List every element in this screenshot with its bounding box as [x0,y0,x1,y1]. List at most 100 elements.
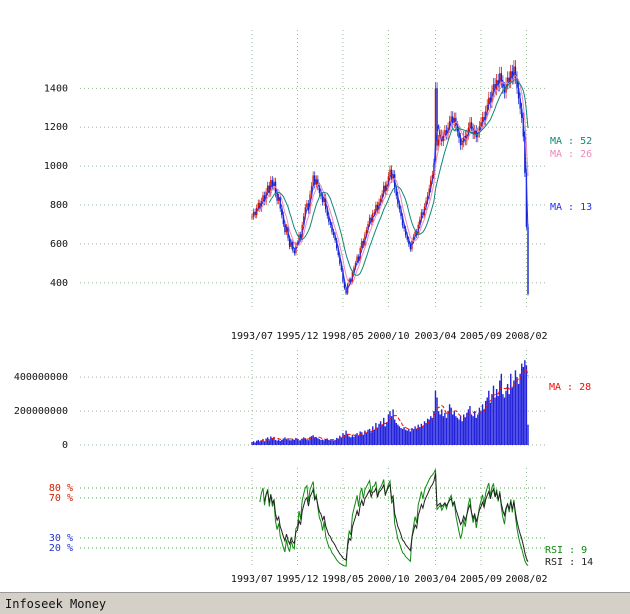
candle-body [517,87,520,99]
volume-bar [328,439,330,445]
candle-body [492,84,495,92]
x-tick-label-top: 2005/09 [460,331,502,342]
volume-bar [386,422,388,445]
candle-body [434,88,437,164]
volume-bar [375,422,377,445]
volume-bar [274,439,277,445]
volume-bar [293,439,296,445]
volume-bar [343,434,346,445]
candle-body [379,198,382,203]
volume-bar [340,437,343,445]
candle-body [403,225,405,229]
volume-bar [387,414,390,445]
volume-bar [511,387,514,445]
candle-body [282,215,285,225]
candle-body [293,250,296,254]
candle-body [506,77,509,84]
volume-bar [516,377,518,445]
volume-bar [379,421,382,445]
candle-body [516,77,518,88]
volume-bar [494,397,496,445]
candle-body [426,195,429,201]
volume-bar [376,428,379,445]
volume-bar [480,411,482,445]
volume-bar [354,434,357,445]
candle-body [431,174,434,181]
candle-body [303,216,305,225]
volume-bar [477,414,479,445]
volume-bar [384,426,386,445]
ma-legend: MA : 26 [550,149,592,160]
volume-bar [455,416,457,445]
volume-bar [394,419,396,445]
candle-body [524,136,526,173]
volume-bar [314,437,316,445]
volume-bar [351,435,354,445]
price-y-tick-label: 400 [50,278,68,289]
candle-body [362,240,365,246]
volume-bar [279,440,281,445]
candle-body [306,203,308,208]
candle-body [489,97,492,103]
volume-bar [439,414,441,445]
x-tick-label-bottom: 2005/09 [460,574,502,585]
candle-body [361,240,363,249]
candle-body [390,169,393,179]
ma-line [259,74,529,286]
volume-bar [434,390,437,445]
volume-bar [403,427,405,445]
volume-bar [350,437,352,445]
x-tick-label-bottom: 1995/12 [276,574,318,585]
volume-bar [414,426,416,445]
volume-bar [466,412,468,445]
volume-bar [381,424,383,445]
volume-bar [390,416,393,445]
x-tick-label-top: 2008/02 [505,331,547,342]
volume-bar [270,436,272,445]
candle-body [345,288,347,294]
volume-bar [378,423,380,445]
candle-body [488,97,490,105]
volume-bar [370,432,372,445]
volume-bar [299,440,302,445]
candle-body [304,207,307,217]
volume-bar [500,373,503,445]
volume-bar [441,409,443,445]
volume-bar [419,427,421,445]
candle-body [299,234,302,240]
candle-body [326,209,328,216]
candle-body [497,80,499,86]
candle-body [442,135,445,142]
volume-bar [298,440,300,445]
candle-body [425,200,427,207]
candle-body [365,229,368,235]
volume-bar [448,404,451,445]
volume-bar [260,440,263,445]
volume-bar [364,430,366,445]
volume-bar [323,440,325,445]
candle-body [332,231,335,236]
volume-bar [389,411,391,445]
candle-body [441,134,443,142]
volume-bar [257,439,259,445]
volume-bar [353,436,355,445]
candle-body [480,122,482,127]
volume-bar [287,438,289,445]
volume-bar [326,438,328,445]
candle-body [486,104,488,112]
price-y-tick-label: 1400 [44,83,68,94]
candle-body [437,139,440,146]
candle-body [461,142,463,146]
volume-bar [310,436,313,445]
volume-bar [362,434,365,445]
rsi-ref-label: 70 % [49,493,73,504]
volume-bar [524,360,526,445]
candle-body [477,132,479,138]
price-y-tick-label: 1200 [44,122,68,133]
volume-bar [436,397,438,445]
candle-body [276,193,278,201]
volume-y-tick-label: 400000000 [14,372,68,383]
candle-body [334,235,336,241]
volume-bar [395,422,397,445]
volume-bar [505,390,507,445]
